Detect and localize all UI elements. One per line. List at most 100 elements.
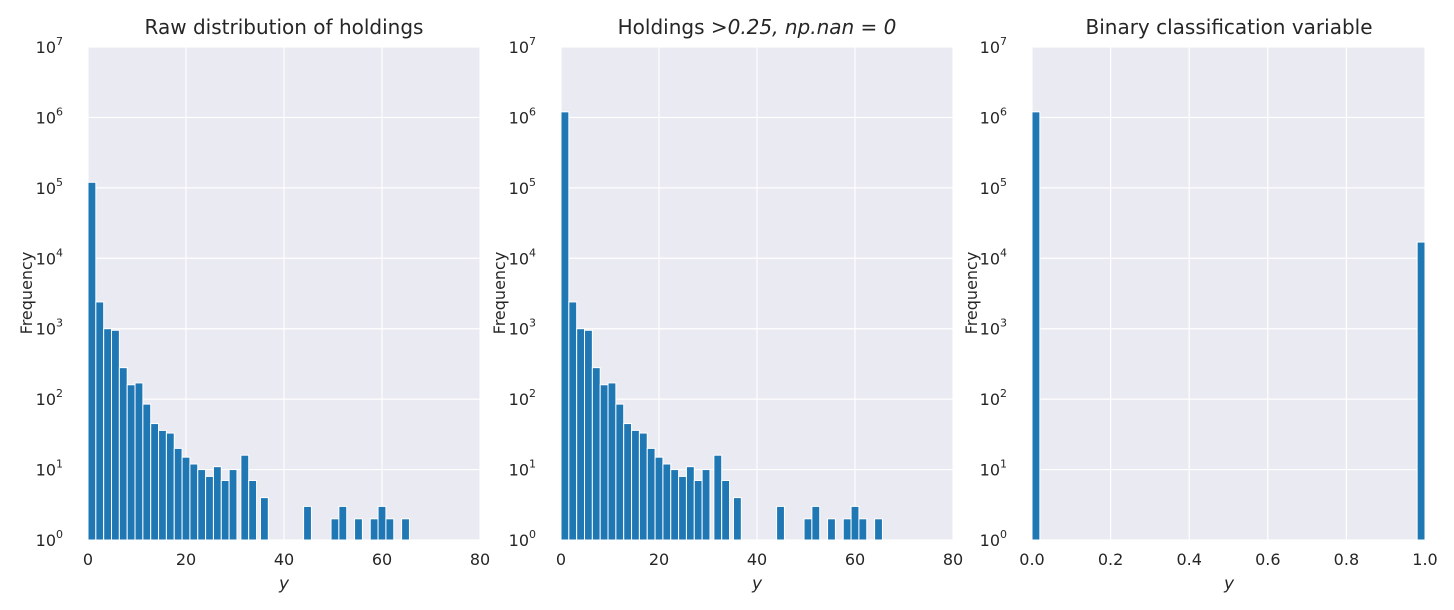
y-tick-label: 104 <box>980 246 1007 268</box>
histogram-bar <box>197 469 207 541</box>
y-tick-label: 103 <box>980 317 1007 339</box>
histogram-bar <box>369 518 379 541</box>
y-tick-label: 101 <box>509 458 536 480</box>
histogram-bar <box>377 505 387 541</box>
histogram-bar <box>638 432 648 541</box>
histogram-bar <box>338 505 348 541</box>
histogram-bar <box>189 463 199 541</box>
y-tick-label: 104 <box>36 246 63 268</box>
panel-binary-classification: Binary classification variable 0.0 0.2 0.4… <box>962 15 1438 594</box>
bars <box>87 181 410 541</box>
histogram-bar <box>646 447 656 541</box>
y-tick-label: 102 <box>36 387 63 409</box>
x-tick-label: 0.0 <box>1019 550 1044 569</box>
histogram-bar <box>776 505 785 541</box>
y-tick-label: 105 <box>509 176 536 198</box>
x-tick-label: 0.2 <box>1098 550 1123 569</box>
histogram-bar <box>576 328 586 541</box>
histogram-bar <box>721 479 731 541</box>
histogram-bar <box>568 301 578 541</box>
x-axis-label: y <box>1223 574 1235 594</box>
y-ticks: 100 101 102 103 104 105 106 107 <box>980 35 1007 550</box>
x-tick-label: 40 <box>747 550 767 569</box>
histogram-bar <box>158 429 167 541</box>
x-tick-label: 80 <box>470 550 490 569</box>
x-tick-label: 60 <box>845 550 865 569</box>
y-tick-label: 107 <box>509 35 536 57</box>
histogram-bar <box>142 403 152 541</box>
y-tick-label: 106 <box>36 105 63 127</box>
histogram-bar <box>654 456 664 541</box>
y-tick-label: 107 <box>980 35 1007 57</box>
histogram-bar <box>181 456 191 541</box>
histogram-bar <box>248 479 258 541</box>
histogram-bar <box>615 403 625 541</box>
chart-title: Raw distribution of holdings <box>145 15 424 39</box>
histogram-bar <box>713 454 723 541</box>
histogram-bar <box>701 469 711 541</box>
x-tick-label: 0.8 <box>1334 550 1359 569</box>
y-tick-label: 102 <box>980 387 1007 409</box>
histogram-bar <box>874 518 883 541</box>
histogram-bar <box>212 466 222 541</box>
x-ticks: 0 20 40 60 80 <box>83 550 490 569</box>
histogram-bar <box>732 497 742 541</box>
histogram-bar <box>95 301 105 541</box>
histogram-bar <box>165 432 175 541</box>
x-ticks: 0.0 0.2 0.4 0.6 0.8 1.0 <box>1019 550 1437 569</box>
y-axis-label: Frequency <box>490 252 509 335</box>
panel-raw-distribution: Raw distribution of holdings 0 20 40 60 80 1… <box>17 15 490 594</box>
histogram-bar <box>303 505 312 541</box>
histogram-bar <box>385 518 395 541</box>
x-tick-label: 0 <box>556 550 566 569</box>
histogram-bar <box>259 497 269 541</box>
histogram-bar <box>685 466 695 541</box>
y-tick-label: 101 <box>36 458 63 480</box>
y-tick-label: 107 <box>36 35 63 57</box>
histogram-bar <box>560 111 570 541</box>
histogram-bar <box>134 382 144 541</box>
x-axis-label: y <box>278 574 290 594</box>
plot-area <box>1032 47 1425 540</box>
y-tick-label: 100 <box>36 528 63 550</box>
y-tick-label: 100 <box>509 528 536 550</box>
y-tick-label: 103 <box>36 317 63 339</box>
title-prefix: Holdings <box>618 15 711 39</box>
x-axis-label: y <box>751 574 763 594</box>
panel-holdings-threshold: Holdings >0.25, np.nan = 0 0 20 40 60 80 100… <box>490 15 963 594</box>
histogram-bar <box>173 447 183 541</box>
x-tick-label: 20 <box>649 550 669 569</box>
histogram-bar <box>1416 241 1426 541</box>
histogram-bar <box>623 423 633 541</box>
y-tick-label: 102 <box>509 387 536 409</box>
y-tick-label: 106 <box>509 105 536 127</box>
histogram-bar <box>240 454 250 541</box>
histogram-bar <box>850 505 860 541</box>
histogram-bar <box>150 423 160 541</box>
histogram-bar <box>670 469 680 541</box>
chart-title: Binary classification variable <box>1085 15 1372 39</box>
histogram-bar <box>220 479 230 541</box>
y-tick-label: 105 <box>980 176 1007 198</box>
histogram-bar <box>693 479 703 541</box>
bars <box>1031 111 1426 541</box>
y-tick-label: 104 <box>509 246 536 268</box>
y-tick-label: 105 <box>36 176 63 198</box>
histogram-bar <box>678 475 687 541</box>
histogram-bar <box>827 518 836 541</box>
histogram-bar <box>103 328 113 541</box>
x-ticks: 0 20 40 60 80 <box>556 550 963 569</box>
gridlines <box>87 46 481 541</box>
histogram-bar <box>631 429 640 541</box>
histogram-bar <box>111 329 120 541</box>
y-axis-label: Frequency <box>17 252 36 335</box>
histogram-bar <box>354 518 363 541</box>
histogram-bar <box>1031 111 1041 541</box>
chart-title: Holdings >0.25, np.nan = 0 <box>618 15 897 39</box>
histogram-bar <box>599 384 609 541</box>
y-tick-label: 101 <box>980 458 1007 480</box>
bars <box>560 111 883 541</box>
histogram-bar <box>803 518 813 541</box>
x-tick-label: 0.4 <box>1176 550 1201 569</box>
histogram-bar <box>842 518 852 541</box>
